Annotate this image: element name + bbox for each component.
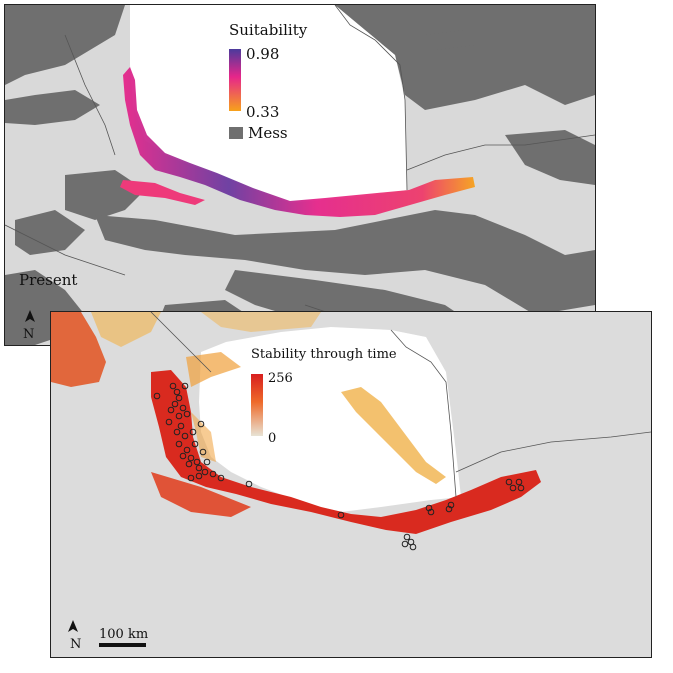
stability-map: Stability through time 256 0 N 100 km xyxy=(50,311,652,658)
occurrence-point xyxy=(517,484,525,492)
occurrence-point xyxy=(181,382,189,390)
stability-low-label: 0 xyxy=(268,431,277,446)
mess-label: Mess xyxy=(248,124,288,142)
occurrence-point xyxy=(403,533,411,541)
occurrence-point xyxy=(167,406,175,414)
occurrence-point xyxy=(445,505,453,513)
occurrence-point xyxy=(515,478,523,486)
occurrence-point xyxy=(337,511,345,519)
occurrence-point xyxy=(179,452,187,460)
occurrence-point xyxy=(173,388,181,396)
occurrence-point xyxy=(183,410,191,418)
north-label-bottom: N xyxy=(70,637,82,652)
scale-bar xyxy=(99,643,146,647)
occurrence-point xyxy=(447,501,455,509)
occurrence-point xyxy=(153,392,161,400)
sea-area xyxy=(130,5,407,203)
occurrence-point xyxy=(171,400,179,408)
occurrence-point xyxy=(175,412,183,420)
north-arrow-icon xyxy=(25,310,35,322)
occurrence-point xyxy=(177,422,185,430)
occurrence-point xyxy=(217,474,225,482)
occurrence-point xyxy=(193,458,201,466)
stability-arc xyxy=(341,387,446,484)
occurrence-point xyxy=(175,394,183,402)
stability-map-canvas xyxy=(51,312,651,657)
suitability-color-ramp xyxy=(229,49,241,111)
stability-legend-title: Stability through time xyxy=(251,347,397,362)
occurrence-point xyxy=(195,464,203,472)
occurrence-point xyxy=(427,508,435,516)
present-suitability-map: Suitability 0.98 0.33 Mess Present N xyxy=(4,4,596,346)
occurrence-point xyxy=(197,420,205,428)
sea-area-bottom xyxy=(199,327,461,512)
occurrence-point xyxy=(187,474,195,482)
occurrence-point xyxy=(175,440,183,448)
present-map-canvas xyxy=(5,5,595,345)
occurrence-point xyxy=(169,382,177,390)
occurrence-point xyxy=(191,440,199,448)
stability-high-label: 256 xyxy=(268,371,293,386)
occurrence-point xyxy=(173,428,181,436)
north-arrow-icon-bottom xyxy=(68,620,78,632)
stability-color-ramp xyxy=(251,374,263,436)
north-label-top: N xyxy=(23,327,35,342)
occurrence-point xyxy=(183,446,191,454)
stability-nw xyxy=(51,312,106,387)
occurrence-point xyxy=(209,470,217,478)
occurrence-point xyxy=(425,504,433,512)
occurrence-point xyxy=(199,448,207,456)
stability-band xyxy=(151,370,541,534)
suitability-low-label: 0.33 xyxy=(246,103,280,121)
suitability-band-west xyxy=(120,180,205,205)
country-borders-bottom xyxy=(150,312,651,498)
occurrence-point xyxy=(165,418,173,426)
suitability-high-label: 0.98 xyxy=(246,45,280,63)
occurrence-point xyxy=(185,460,193,468)
occurrence-point xyxy=(505,478,513,486)
occurrence-point xyxy=(203,458,211,466)
occurrence-point xyxy=(181,432,189,440)
period-label: Present xyxy=(19,271,78,289)
occurrence-point xyxy=(187,454,195,462)
suitability-band xyxy=(123,67,475,217)
occurrence-point xyxy=(401,540,409,548)
occurrence-point xyxy=(245,480,253,488)
occurrence-point xyxy=(179,404,187,412)
scale-label: 100 km xyxy=(99,627,149,642)
occurrence-point xyxy=(189,428,197,436)
occurrence-point xyxy=(201,468,209,476)
mess-swatch xyxy=(229,127,243,139)
occurrence-point xyxy=(195,472,203,480)
occurrence-points xyxy=(153,382,525,551)
suitability-legend-title: Suitability xyxy=(229,21,308,39)
occurrence-point xyxy=(409,543,417,551)
occurrence-point xyxy=(509,484,517,492)
